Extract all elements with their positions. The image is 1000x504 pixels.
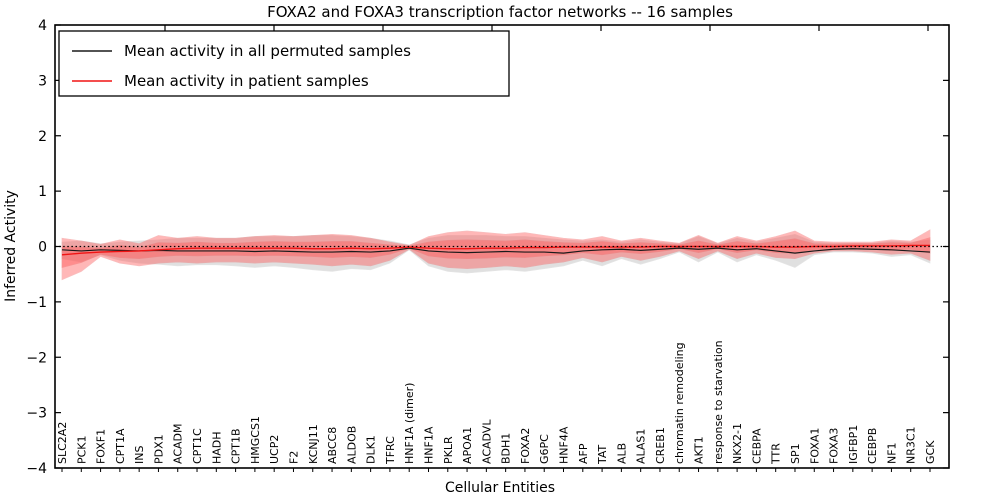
x-tick-label: AKT1 — [693, 436, 706, 464]
x-tick-label: HNF1A (dimer) — [403, 383, 416, 464]
y-tick-label-layer: 4 3 2 1 0 −1 −2 −3 −4 — [26, 18, 47, 477]
x-tick-label: PDX1 — [152, 434, 165, 464]
x-tick-label: TFRC — [384, 436, 397, 465]
x-tick-label: ABCC8 — [326, 427, 339, 464]
x-axis-label: Cellular Entities — [445, 480, 555, 496]
x-tick-label: G6PC — [538, 434, 551, 464]
x-tick-label: ACADVL — [480, 419, 493, 464]
band-layer — [61, 229, 931, 281]
x-tick-label: GCK — [924, 440, 937, 464]
x-tick-label: SLC2A2 — [56, 422, 69, 464]
x-tick-label: chromatin remodeling — [673, 342, 686, 464]
permuted-spread-band — [61, 233, 931, 274]
y-axis-label: Inferred Activity — [3, 190, 19, 302]
x-tick-label: BDH1 — [500, 433, 513, 464]
y-tick-label: 1 — [38, 184, 47, 200]
x-tick-label: NKX2-1 — [731, 423, 744, 464]
x-tick-label: NF1 — [885, 442, 898, 464]
x-tick-label: ALDOB — [345, 426, 358, 464]
legend-label-permuted: Mean activity in all permuted samples — [124, 42, 411, 60]
x-tick-label: HADH — [210, 431, 223, 464]
x-tick-label: FOXA2 — [519, 428, 532, 464]
y-tick-label: −4 — [26, 461, 47, 477]
y-tick-label: −2 — [26, 350, 47, 366]
x-tick-label: CPT1C — [191, 428, 204, 464]
series-line-permuted — [61, 247, 931, 254]
x-tick-label: APOA1 — [461, 427, 474, 464]
y-tick-label: −3 — [26, 406, 47, 422]
x-tick-label: PCK1 — [75, 435, 88, 464]
x-tick-label: TAT — [596, 444, 609, 465]
x-tick-label: CEBPA — [750, 428, 763, 464]
x-tick-label: HMGCS1 — [249, 416, 262, 464]
legend-label-patient: Mean activity in patient samples — [124, 72, 369, 90]
x-tick-label: ALAS1 — [635, 429, 648, 464]
axes-frame — [54, 24, 950, 469]
x-tick-label: FOXA3 — [828, 428, 841, 464]
y-tick-label: 4 — [38, 18, 47, 34]
x-tick-label: CPT1B — [230, 428, 243, 464]
x-tick-label-layer: SLC2A2 PCK1 FOXF1 CPT1A INS PDX1 ACADM CPT1C HAD… — [56, 340, 937, 465]
y-tick-label: 0 — [38, 240, 47, 256]
x-tick-label: TTR — [770, 443, 783, 465]
x-tick-label: KCNJ11 — [307, 424, 320, 464]
chart-title: FOXA2 and FOXA3 transcription factor net… — [267, 3, 733, 21]
x-tick-label: HNF4A — [558, 426, 571, 464]
x-tick-label: UCP2 — [268, 435, 281, 464]
legend-box — [58, 30, 510, 97]
x-tick-label: ALB — [615, 443, 628, 464]
x-tick-label: HNF1A — [422, 426, 435, 464]
x-tick-label: CREB1 — [654, 427, 667, 464]
x-tick-label: IGFBP1 — [847, 425, 860, 464]
x-tick-label: SP1 — [789, 443, 802, 464]
x-tick-label: ACADM — [172, 424, 185, 465]
x-tick-label: FOXF1 — [95, 429, 108, 464]
x-tick-label: PKLR — [442, 436, 455, 464]
x-tick-label: FOXA1 — [808, 428, 821, 464]
y-tick-label: 3 — [38, 73, 47, 89]
x-tick-label: response to starvation — [712, 340, 725, 464]
x-tick-label: DLK1 — [365, 435, 378, 464]
x-tick-label: CEBPB — [866, 428, 879, 464]
x-tick-label: NR3C1 — [905, 426, 918, 464]
legend: Mean activity in all permuted samples Me… — [58, 30, 510, 97]
x-tick-label: F2 — [287, 451, 300, 464]
patient-spread-inner-band — [61, 237, 931, 268]
y-tick-label: −1 — [26, 295, 47, 311]
x-tick-label: AFP — [577, 443, 590, 464]
x-tick-label: CPT1A — [114, 428, 127, 464]
patient-spread-outer-band — [61, 229, 931, 281]
y-tick-label: 2 — [38, 129, 47, 145]
x-tick-label: INS — [133, 446, 146, 464]
